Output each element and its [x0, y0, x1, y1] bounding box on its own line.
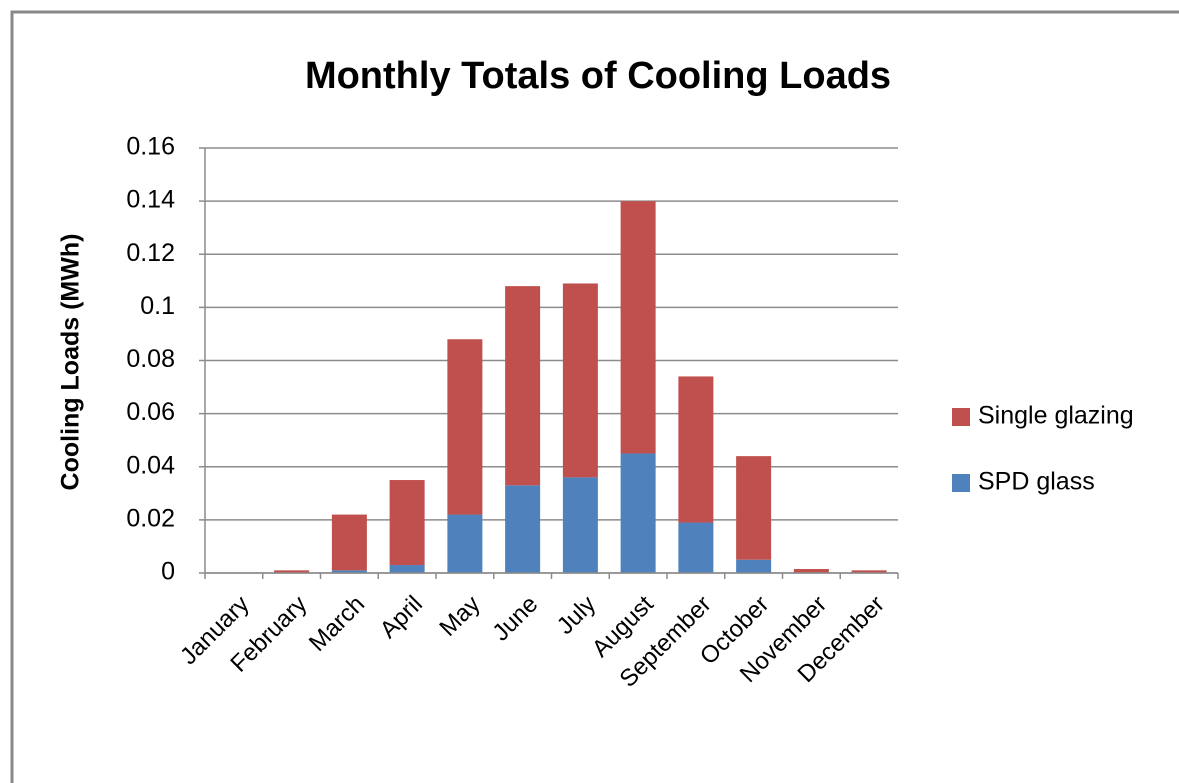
bar-segment: [620, 201, 656, 454]
bar-segment: [793, 569, 829, 573]
y-tick-label: 0.08: [126, 345, 175, 373]
legend-swatch: [952, 408, 970, 426]
bar-segment: [447, 339, 483, 515]
bar-segment: [331, 570, 367, 573]
bar-segment: [736, 559, 772, 573]
bar-segment: [274, 570, 310, 573]
bar-segment: [736, 456, 772, 560]
y-tick-label: 0.06: [126, 398, 175, 426]
y-tick-label: 0.04: [126, 451, 175, 479]
y-tick-label: 0.02: [126, 504, 175, 532]
bar-segment: [505, 286, 541, 486]
y-tick-label: 0: [161, 558, 175, 586]
y-tick-label: 0.16: [126, 133, 175, 161]
legend-label: SPD glass: [978, 468, 1095, 496]
y-tick-label: 0.14: [126, 186, 175, 214]
y-tick-label: 0.1: [140, 292, 175, 320]
bar-segment: [389, 480, 425, 566]
bar-segment: [678, 522, 714, 573]
bar-segment: [331, 514, 367, 571]
legend-label: Single glazing: [978, 402, 1134, 430]
bar-segment: [851, 570, 887, 573]
bar-segment: [389, 565, 425, 573]
bar-segment: [620, 453, 656, 573]
chart-title: Monthly Totals of Cooling Loads: [305, 55, 891, 97]
y-tick-label: 0.12: [126, 239, 175, 267]
legend-swatch: [952, 474, 970, 492]
bar-segment: [562, 283, 598, 478]
bar-segment: [562, 477, 598, 573]
y-axis-label: Cooling Loads (MWh): [57, 234, 85, 491]
bar-segment: [447, 514, 483, 573]
bar-segment: [505, 485, 541, 573]
bar-segment: [678, 376, 714, 523]
